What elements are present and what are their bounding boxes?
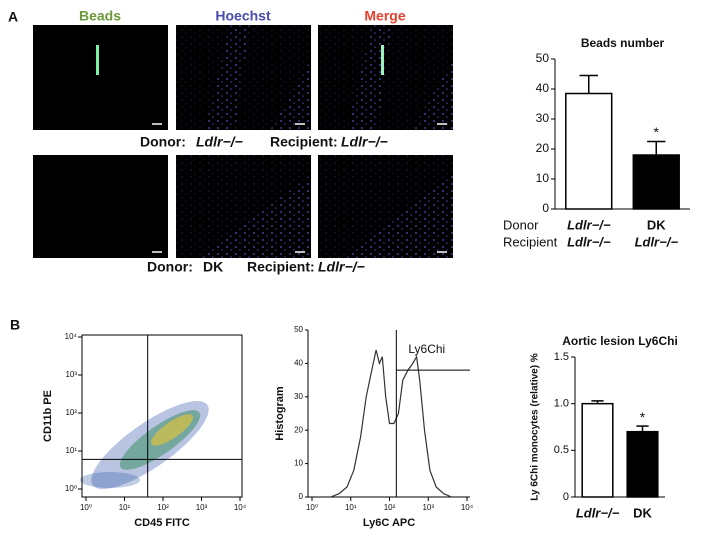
row-caption: Ldlr−/− [196,134,243,150]
channel-label: Beads [79,8,121,24]
y-tick-label: 0 [563,491,569,503]
x-tick-label: 10³ [422,503,434,512]
y-tick-label: 20 [294,425,303,434]
x-tick-label: 10³ [196,503,208,512]
y-tick-label: 20 [536,141,550,155]
row-caption: Ldlr−/− [341,134,388,150]
channel-label: Merge [364,8,405,24]
y-axis-label: Histogram [274,386,286,441]
x-tick-label: DK [647,217,666,232]
row-caption: Ldlr−/− [318,259,365,275]
x-tick-label: Ldlr−/− [635,234,679,249]
panel-label: A [8,9,18,25]
x-tick-label: 10¹ [119,503,131,512]
y-axis-label: Ly 6Chi monocytes (relative) % [530,353,541,501]
x-tick-label: 10¹ [345,503,357,512]
x-tick-label: 10⁰ [306,503,318,512]
y-tick-label: 0 [542,201,549,215]
y-tick-label: 50 [536,51,550,65]
bar [581,402,614,498]
y-tick-label: 10⁴ [65,332,78,341]
y-tick-label: 10³ [65,370,77,379]
y-tick-label: 1.5 [554,351,569,363]
y-axis-label: CD11b PE [42,390,54,442]
micrographs [33,25,453,258]
x-tick-label: 10⁴ [461,503,474,512]
significance: * [654,124,660,140]
row-label: Donor [503,217,539,232]
row-label: Recipient [503,234,558,249]
row-caption: DK [203,259,223,275]
histogram-line [330,349,452,498]
chart-title: Aortic lesion Ly6Chi [562,334,678,348]
bar [632,154,680,210]
y-tick-label: 10¹ [65,446,77,455]
y-tick-label: 50 [294,325,303,334]
density-cloud [80,400,209,490]
y-tick-label: 30 [294,392,303,401]
row-caption: Donor: [147,259,193,275]
bar [565,92,613,210]
row-caption: Donor: [140,134,186,150]
gate-label: Ly6Chi [408,342,445,356]
x-axis-label: CD45 FITC [134,517,190,529]
x-tick-label: 10² [157,503,169,512]
y-tick-label: 1.0 [554,398,569,410]
significance: * [640,409,646,425]
x-tick-label: Ldlr−/− [576,505,620,520]
y-tick-label: 40 [294,359,303,368]
row-caption: Recipient: [270,134,338,150]
y-tick-label: 40 [536,81,550,95]
x-tick-label: Ldlr−/− [567,234,611,249]
y-tick-label: 0 [299,492,304,501]
y-tick-label: 10⁰ [65,484,77,493]
x-tick-label: 10² [384,503,396,512]
x-tick-label: DK [633,505,652,520]
x-tick-label: 10⁴ [234,503,247,512]
y-tick-label: 10 [294,459,303,468]
y-tick-label: 10² [65,408,77,417]
x-tick-label: 10⁰ [80,503,92,512]
y-tick-label: 30 [536,111,550,125]
y-tick-label: 0.5 [554,444,569,456]
plot-frame [81,334,243,498]
x-tick-label: Ldlr−/− [567,217,611,232]
channel-label: Hoechst [215,8,271,24]
x-axis-label: Ly6C APC [363,517,415,529]
chart-title: Beads number [581,36,665,50]
bar [626,430,659,498]
row-caption: Recipient: [247,259,315,275]
panel-label: B [10,317,20,333]
y-tick-label: 10 [536,171,550,185]
